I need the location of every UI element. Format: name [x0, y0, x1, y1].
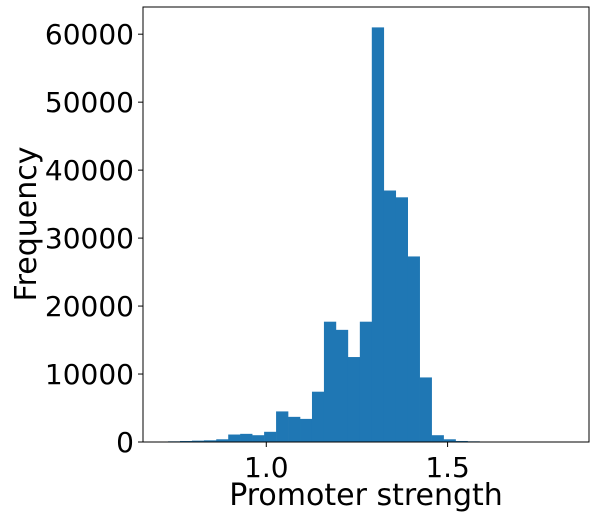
histogram-bar — [324, 322, 336, 442]
x-axis-label: Promoter strength — [229, 478, 503, 513]
y-axis: 0 10000 20000 30000 40000 50000 60000 — [45, 18, 143, 459]
histogram-bar — [396, 197, 408, 442]
histogram-bar — [252, 435, 264, 442]
y-tick-label: 30000 — [45, 222, 134, 255]
y-tick-label: 10000 — [45, 358, 134, 391]
histogram-bar — [408, 256, 420, 442]
histogram-bar — [384, 191, 396, 442]
y-axis-label: Frequency — [9, 147, 44, 302]
histogram-bar — [276, 411, 288, 442]
histogram-bar — [336, 330, 348, 442]
histogram-bar — [300, 419, 312, 442]
histogram-bar — [312, 392, 324, 442]
y-tick-label: 40000 — [45, 154, 134, 187]
histogram-bar — [240, 434, 252, 442]
histogram-bar — [360, 322, 372, 442]
histogram-bar — [348, 357, 360, 442]
y-tick-label: 50000 — [45, 86, 134, 119]
y-tick-label: 0 — [116, 426, 134, 459]
histogram-bar — [288, 417, 300, 442]
y-tick-label: 20000 — [45, 290, 134, 323]
histogram-bar — [372, 27, 384, 442]
histogram-bar — [420, 377, 432, 442]
y-tick-label: 60000 — [45, 18, 134, 51]
histogram-bar — [432, 435, 444, 442]
histogram-bar — [228, 435, 240, 442]
histogram-bar — [264, 432, 276, 442]
